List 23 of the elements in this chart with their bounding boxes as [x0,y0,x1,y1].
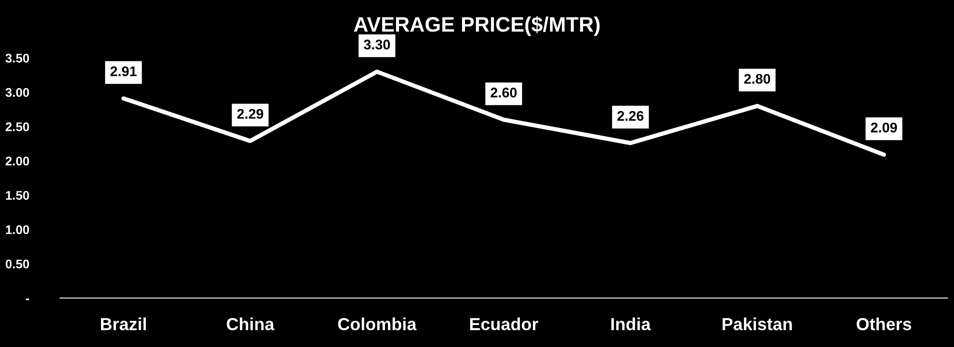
text: 2.91 [110,66,137,76]
text: 2.29 [237,108,264,119]
chart-title: AVERAGE PRICE($/MTR) [354,16,600,36]
text: 2.09 [870,122,897,132]
y-tick-label: 3.00 [6,88,30,97]
y-tick-label: - [26,298,30,300]
text: 2.26 [617,110,644,121]
y-tick-label: 3.50 [6,54,30,63]
y-tick-label: 1.00 [6,225,30,234]
y-tick-label: 2.00 [6,156,30,166]
text: 2.80 [744,74,770,84]
text: 2.60 [490,88,517,98]
y-tick-label: 2.50 [6,122,30,132]
x-tick-label: Brazil [101,318,146,330]
y-tick-label: 1.50 [6,190,30,200]
x-tick-label: Pakistan [722,318,792,330]
x-tick-label: Colombia [338,318,417,330]
y-tick-label: 0.50 [6,260,30,268]
x-tick-label: India [611,318,651,330]
text: 3.30 [364,40,390,50]
x-tick-label: Others [856,318,912,330]
x-tick-label: China [226,318,274,330]
x-tick-label: Ecuador [470,318,538,330]
